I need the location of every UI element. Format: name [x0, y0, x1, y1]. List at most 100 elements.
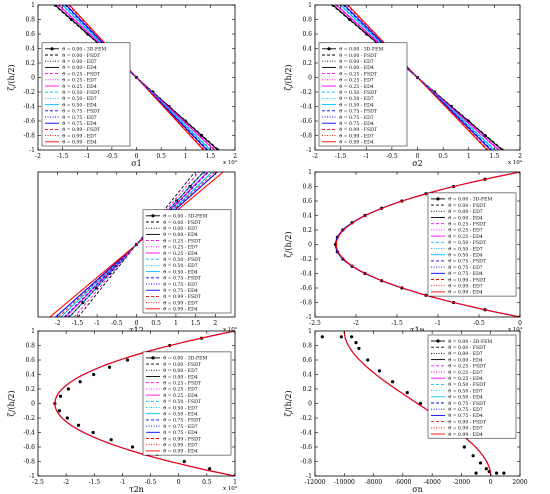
y-tick-label: 0.4: [25, 46, 35, 53]
data-point: [350, 335, 354, 339]
y-tick-label: -0.6: [300, 118, 312, 125]
legend-entry: ϑ = 0.75 - FSDT: [62, 109, 101, 115]
y-tick-label: -1: [29, 147, 35, 154]
legend-entry: ϑ = 0.99 - ED7: [163, 443, 198, 449]
x-tick-label: 1.5: [206, 153, 216, 160]
data-point: [92, 372, 96, 377]
legend-entry: ϑ = 0.00 - ED7: [448, 351, 483, 357]
legend-entry: ϑ = 0.00 - ED4: [448, 357, 483, 363]
x-axis-label: σ1: [131, 159, 142, 168]
y-tick-label: 0.8: [302, 17, 312, 24]
legend-entry: ϑ = 0.00 - 3D-FEM: [448, 197, 493, 203]
legend-entry: ϑ = 0.75 - ED4: [448, 271, 483, 277]
legend-entry: ϑ = 0.00 - ED7: [163, 368, 198, 374]
legend-entry: ϑ = 0.75 - ED4: [448, 413, 483, 419]
data-point: [357, 346, 361, 350]
legend-box: [142, 209, 232, 314]
data-point: [366, 358, 370, 362]
legend-entry: ϑ = 0.99 - FSDT: [339, 127, 378, 133]
x-axis-label: τ12: [129, 326, 144, 335]
y-tick-label: 1: [308, 169, 312, 176]
legend-entry: ϑ = 0.25 - ED4: [448, 376, 483, 382]
y-tick-label: -0.2: [300, 415, 312, 422]
y-tick-label: 0.4: [302, 372, 312, 379]
legend-entry: ϑ = 0.50 - FSDT: [163, 399, 202, 405]
x-tick-label: -0.5: [111, 320, 123, 327]
plot-series-group: [49, 172, 224, 317]
legend-entry: ϑ = 0.25 - FSDT: [62, 71, 101, 77]
legend-entry: ϑ = 0.50 - FSDT: [448, 382, 487, 388]
plot-series-group: [333, 172, 520, 317]
y-tick-label: -0.6: [300, 285, 312, 292]
legend-entry: ϑ = 0.25 - ED7: [163, 245, 198, 251]
x-tick-label: -2.5: [309, 320, 321, 327]
series-3-line: [335, 172, 520, 317]
y-tick-label: -0.8: [300, 133, 312, 140]
legend-entry: ϑ = 0.00 - ED7: [339, 59, 374, 65]
series-3-line: [343, 331, 492, 476]
data-point: [57, 409, 61, 413]
legend-entry: ϑ = 0.99 - FSDT: [62, 127, 101, 133]
y-tick-label: 0.8: [25, 343, 35, 350]
x-tick-label: 0.5: [202, 479, 212, 486]
legend-entry: ϑ = 0.75 - ED4: [339, 121, 374, 127]
data-point: [405, 391, 409, 395]
x-tick-label: 2: [213, 320, 217, 327]
legend-entry: ϑ = 0.99 - ED4: [62, 140, 97, 146]
legend-entry: ϑ = 0.99 - ED7: [448, 426, 483, 432]
legend-entry: ϑ = 0.25 - ED7: [163, 387, 198, 393]
x-tick-label: 1.5: [191, 320, 201, 327]
legend-marker: [151, 356, 155, 360]
data-point: [478, 461, 483, 465]
legend-entry: ϑ = 0.99 - ED4: [448, 432, 483, 438]
legend-entry: ϑ = 0.25 - FSDT: [339, 71, 378, 77]
y-tick-label: 0.4: [302, 213, 312, 220]
x-tick-label: -1.5: [57, 153, 69, 160]
data-point: [391, 380, 395, 384]
x-tick-label: -1.5: [335, 153, 347, 160]
legend-marker: [50, 47, 54, 51]
legend-entry: ϑ = 0.50 - ED7: [62, 96, 97, 102]
legend-entry: ϑ = 0.99 - ED4: [163, 307, 198, 313]
x-axis-label: τ1n: [410, 326, 425, 335]
legend-entry: ϑ = 0.25 - ED7: [339, 78, 374, 84]
data-point: [58, 394, 63, 398]
y-tick-label: -0.4: [300, 430, 312, 437]
y-tick-label: -0.2: [23, 415, 35, 422]
data-point: [91, 430, 95, 435]
x-tick-label: 1: [184, 153, 188, 160]
data-point: [502, 471, 506, 475]
variant-line: [53, 5, 220, 150]
x-tick-label: 1: [174, 320, 178, 327]
legend-entry: ϑ = 0.75 - ED7: [339, 115, 374, 121]
y-tick-label: -0.6: [23, 118, 35, 125]
data-point: [130, 445, 135, 449]
y-tick-label: -1: [306, 473, 312, 480]
legend-entry: ϑ = 0.50 - ED7: [448, 246, 483, 252]
y-tick-label: -0.8: [23, 459, 35, 466]
y-tick-label: -0.8: [300, 459, 312, 466]
legend-entry: ϑ = 0.00 - FSDT: [163, 220, 202, 226]
legend-entry: ϑ = 0.75 - ED4: [62, 121, 97, 127]
legend-entry: ϑ = 0.00 - 3D-FEM: [163, 214, 208, 220]
plot-series-group: [53, 5, 220, 150]
chart-panel-5: -2.5 -2 -1.5 -1 -0.5 0 0.5 1 -1 -0.8 -0.6 -0.4 -0.2 0…: [7, 328, 238, 494]
x-tick-label: -8000: [365, 479, 382, 486]
legend-entry: ϑ = 0.99 - ED4: [448, 290, 483, 296]
plot-series-group: [320, 331, 506, 476]
data-point: [182, 459, 186, 464]
x-tick-label: 2: [233, 153, 237, 160]
legend-entry: ϑ = 0.25 - ED7: [62, 78, 97, 84]
y-tick-label: 0.2: [25, 386, 35, 393]
y-tick-label: -1: [306, 147, 312, 154]
y-tick-label: -0.2: [23, 89, 35, 96]
legend-entry: ϑ = 0.00 - ED7: [62, 59, 97, 65]
legend-entry: ϑ = 0.75 - ED7: [448, 407, 483, 413]
legend-entry: ϑ = 0.25 - ED4: [62, 84, 97, 90]
y-tick-label: 0: [31, 401, 35, 408]
